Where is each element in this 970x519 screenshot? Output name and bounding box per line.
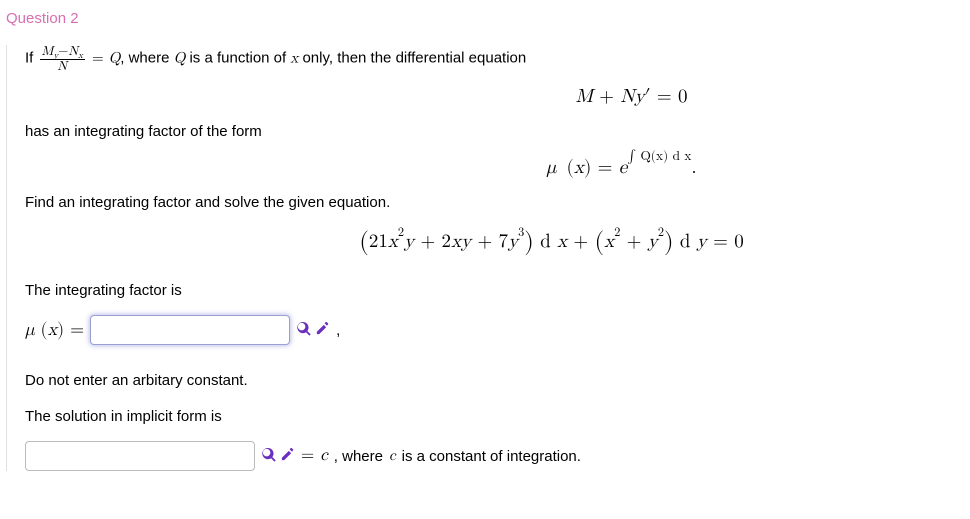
dy1: d	[674, 232, 697, 251]
rp1: )	[524, 229, 534, 254]
edit-icon[interactable]	[280, 447, 295, 466]
eq2-mu: μ	[546, 158, 556, 177]
p3: 3	[518, 227, 524, 239]
final-c2: c	[389, 447, 396, 465]
y2b: y	[648, 232, 658, 251]
text-if: If	[25, 49, 38, 66]
c7: 7	[499, 232, 509, 251]
equation-2: μ (x) = e∫ Q(x) d x.	[25, 156, 958, 179]
sym-Q: Q	[109, 50, 121, 65]
rp2: )	[664, 229, 674, 254]
stem-line-3: Find an integrating factor and solve the…	[25, 191, 958, 215]
frac-expr: My−Nx N	[38, 50, 92, 65]
eq1-y: y	[635, 87, 645, 106]
integrating-factor-input[interactable]	[90, 315, 290, 345]
xy: xy	[451, 232, 471, 251]
sub-y: y	[53, 51, 58, 60]
c2: 2	[442, 232, 452, 251]
answer-line-2: = c , where c is a constant of integratio…	[25, 441, 958, 471]
note-2: The solution in implicit form is	[25, 405, 958, 429]
ans-mu: μ	[25, 319, 35, 341]
sub-x: x	[78, 51, 83, 60]
pl2: +	[471, 232, 498, 251]
answer-heading-1: The integrating factor is	[25, 279, 958, 303]
ans-parenx: (x)	[41, 319, 65, 341]
pl1: +	[414, 232, 441, 251]
p2c: 2	[658, 227, 664, 239]
text-only: only, then the differential equation	[298, 49, 526, 66]
y1: y	[404, 232, 414, 251]
final-tail2: is a constant of integration.	[402, 448, 581, 465]
c21: 21	[369, 232, 388, 251]
eq2-eq: =	[598, 158, 619, 177]
p2b: 2	[614, 227, 620, 239]
final-c: c	[320, 446, 328, 466]
ans-eq: =	[70, 319, 84, 341]
sym-M: M	[42, 45, 54, 58]
eq1-plus: +	[593, 87, 620, 106]
y3: y	[508, 232, 518, 251]
input-icons-2	[261, 447, 295, 466]
note-1: Do not enter an arbitary constant.	[25, 369, 958, 393]
stem-line-2: has an integrating factor of the form	[25, 120, 958, 144]
edit-icon[interactable]	[315, 321, 330, 340]
eq2-dot: .	[691, 158, 696, 177]
equals-1: =	[92, 50, 109, 65]
eq2-exp: ∫ Q(x) d x	[627, 149, 691, 163]
question-body: If My−Nx N = Q, where Q is a function of…	[6, 45, 958, 471]
answer-line-1: μ (x) = ,	[25, 315, 958, 345]
text-where: , where	[120, 49, 173, 66]
xv1: x	[557, 232, 567, 251]
pl4: +	[620, 232, 647, 251]
yv1: y	[697, 232, 707, 251]
eq1-M: M	[576, 87, 593, 106]
solution-input[interactable]	[25, 441, 255, 471]
equation-1: M + Ny′ = 0	[25, 85, 958, 108]
final-tail1: , where	[334, 448, 383, 465]
minus: −	[58, 45, 68, 58]
p2a: 2	[398, 227, 404, 239]
input-icons-1	[296, 321, 330, 340]
pl3: +	[567, 232, 594, 251]
sym-Q2: Q	[174, 50, 186, 65]
dx1: d	[534, 232, 557, 251]
final-eq: =	[301, 446, 314, 466]
fraction: My−Nx N	[38, 45, 87, 73]
eq2-e: e	[619, 158, 627, 177]
ans-comma: ,	[336, 322, 340, 339]
lp1: (	[359, 229, 369, 254]
equation-3: (21x2y + 2xy + 7y3) d x + (x2 + y2) d y …	[25, 227, 958, 257]
preview-icon[interactable]	[296, 321, 311, 340]
text-func-of: is a function of	[185, 49, 290, 66]
preview-icon[interactable]	[261, 447, 276, 466]
question-header: Question 2	[6, 10, 958, 27]
stem-line-1: If My−Nx N = Q, where Q is a function of…	[25, 45, 958, 73]
eq0b: = 0	[707, 232, 744, 251]
eq1-eq0: = 0	[651, 87, 688, 106]
frac-num: My−Nx	[40, 45, 85, 60]
frac-den: N	[40, 60, 85, 74]
lp2: (	[595, 229, 605, 254]
eq2-parenx: (x)	[563, 158, 592, 177]
x: x	[388, 232, 398, 251]
eq1-N: N	[620, 87, 634, 106]
question-container: Question 2 If My−Nx N = Q, where Q is a …	[0, 0, 970, 503]
x2b: x	[604, 232, 614, 251]
sym-N: N	[68, 45, 78, 58]
